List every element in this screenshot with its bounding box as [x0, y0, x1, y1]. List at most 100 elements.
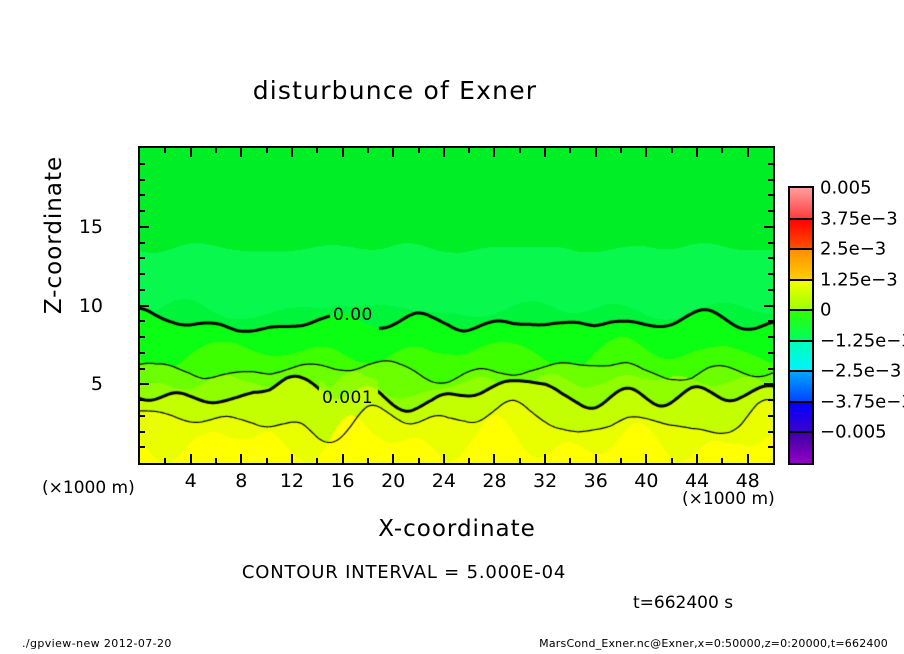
- x-major-tick: [746, 454, 749, 463]
- x-axis-unit-left: (×1000 m): [42, 478, 135, 498]
- y-minor-tick-right: [768, 210, 773, 212]
- colorbar-band: [790, 188, 812, 219]
- x-axis-unit-right: (×1000 m): [682, 489, 775, 509]
- x-minor-tick-top: [316, 148, 319, 153]
- x-minor-tick-top: [366, 148, 369, 153]
- x-major-tick: [442, 454, 445, 463]
- y-tick-label: 10: [78, 294, 103, 317]
- y-minor-tick: [140, 288, 145, 291]
- x-minor-tick: [518, 458, 521, 463]
- x-tick-label: 24: [431, 470, 456, 492]
- x-tick-label: 40: [634, 470, 659, 492]
- colorbar-tick-label: 0.005: [820, 177, 872, 199]
- y-minor-tick-right: [768, 320, 773, 323]
- y-minor-tick: [140, 336, 145, 338]
- y-minor-tick: [140, 446, 145, 449]
- x-tick-label: 28: [482, 470, 507, 492]
- colorbar-separator: [790, 431, 812, 434]
- y-minor-tick: [140, 367, 145, 370]
- y-minor-tick-right: [768, 273, 773, 275]
- colorbar-band: [790, 310, 812, 341]
- x-minor-tick-top: [164, 148, 167, 153]
- x-major-tick-top: [696, 148, 699, 157]
- colorbar-tick-label: −3.75e−3: [820, 391, 904, 413]
- y-minor-tick-right: [768, 414, 773, 417]
- x-major-tick: [493, 454, 496, 463]
- x-major-tick-top: [544, 148, 547, 157]
- x-major-tick-top: [189, 148, 192, 157]
- y-minor-tick: [140, 320, 145, 323]
- contour-plot-area: [138, 146, 775, 465]
- y-minor-tick-right: [768, 257, 773, 260]
- colorbar-separator: [790, 400, 812, 403]
- x-major-tick: [544, 454, 547, 463]
- y-major-tick-right: [764, 225, 773, 228]
- x-tick-label: 16: [330, 470, 355, 492]
- x-major-tick-top: [493, 148, 496, 157]
- x-minor-tick-top: [265, 148, 268, 153]
- x-axis-label: X-coordinate: [378, 516, 536, 542]
- x-major-tick: [290, 454, 293, 463]
- x-minor-tick: [417, 458, 420, 463]
- x-tick-label: 48: [735, 470, 760, 492]
- y-minor-tick: [140, 194, 145, 197]
- x-tick-label: 4: [184, 470, 197, 492]
- y-tick-label: 15: [78, 215, 103, 238]
- x-minor-tick: [366, 458, 369, 463]
- x-minor-tick-top: [670, 148, 673, 153]
- x-minor-tick: [569, 458, 572, 463]
- y-minor-tick: [140, 162, 145, 165]
- x-major-tick-top: [290, 148, 293, 157]
- y-minor-tick-right: [768, 399, 773, 401]
- y-axis-label: Z-coordinate: [41, 155, 67, 315]
- page-title: disturbunce of Exner: [252, 76, 538, 105]
- x-major-tick-top: [594, 148, 597, 157]
- y-minor-tick-right: [768, 288, 773, 291]
- x-minor-tick: [265, 458, 268, 463]
- y-minor-tick: [140, 257, 145, 260]
- y-minor-tick-right: [768, 162, 773, 165]
- x-minor-tick-top: [721, 148, 724, 153]
- timestamp-text: t=662400 s: [633, 593, 734, 613]
- colorbar-band: [790, 371, 812, 402]
- y-minor-tick-right: [768, 178, 773, 181]
- colorbar-tick-label: 0: [820, 299, 832, 321]
- x-minor-tick: [721, 458, 724, 463]
- contour-value-label: 0.001: [322, 388, 374, 408]
- x-tick-label: 32: [533, 470, 558, 492]
- y-minor-tick: [140, 210, 145, 212]
- x-major-tick-top: [645, 148, 648, 157]
- contour-value-label: 0.00: [333, 305, 373, 325]
- colorbar-tick-label: 1.25e−3: [820, 269, 898, 291]
- x-major-tick: [696, 454, 699, 463]
- x-minor-tick-top: [417, 148, 420, 153]
- y-tick-label: 5: [90, 373, 103, 396]
- y-minor-tick: [140, 414, 145, 417]
- x-minor-tick: [316, 458, 319, 463]
- x-major-tick-top: [442, 148, 445, 157]
- x-major-tick-top: [392, 148, 395, 157]
- x-major-tick-top: [341, 148, 344, 157]
- colorbar-separator: [790, 248, 812, 251]
- colorbar-band: [790, 249, 812, 280]
- y-minor-tick-right: [768, 430, 773, 433]
- colorbar-separator: [790, 217, 812, 220]
- x-tick-label: 12: [279, 470, 304, 492]
- x-major-tick: [392, 454, 395, 463]
- x-minor-tick: [214, 458, 217, 463]
- y-minor-tick: [140, 399, 145, 401]
- x-minor-tick-top: [214, 148, 217, 153]
- x-major-tick: [594, 454, 597, 463]
- y-major-tick-right: [764, 383, 773, 386]
- colorbar-band: [790, 401, 812, 433]
- footer-command: ./gpview-new 2012-07-20: [22, 637, 172, 650]
- colorbar-tick-label: −1.25e−3: [820, 330, 904, 352]
- y-major-tick-right: [764, 304, 773, 307]
- footer-source: MarsCond_Exner.nc@Exner,x=0:50000,z=0:20…: [539, 637, 888, 650]
- colorbar-tick-label: −0.005: [820, 421, 887, 443]
- x-minor-tick: [164, 458, 167, 463]
- y-minor-tick: [140, 241, 145, 244]
- colorbar-band: [790, 279, 812, 311]
- x-major-tick: [645, 454, 648, 463]
- y-minor-tick-right: [768, 241, 773, 244]
